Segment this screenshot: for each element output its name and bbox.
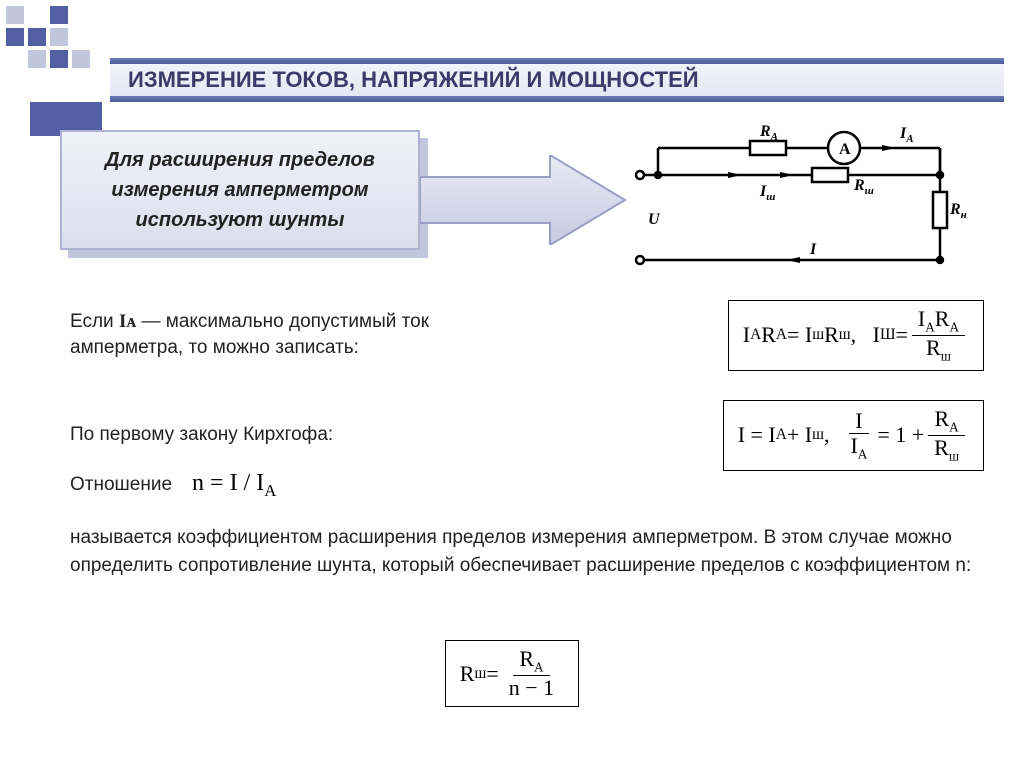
row-2: По первому закону Кирхгофа: I = IA + Iш … — [70, 400, 984, 471]
label-Ish: Iш — [759, 183, 775, 203]
callout-box: Для расширения пределов измерения амперм… — [60, 130, 420, 250]
text-line-2: По первому закону Кирхгофа: — [70, 422, 333, 449]
label-U: U — [648, 211, 661, 228]
title-bar: ИЗМЕРЕНИЕ ТОКОВ, НАПРЯЖЕНИЙ И МОЩНОСТЕЙ — [20, 58, 1004, 102]
ratio-label: Отношение — [70, 474, 172, 496]
equation-3: Rш = RAn − 1 — [445, 640, 579, 707]
ratio-row: Отношение n = I / IA — [70, 470, 984, 501]
text-line-1: Если Iᴀ — максимально допустимый ток амп… — [70, 309, 500, 362]
equation-2: I = IA + Iш , IIA = 1 + RARш — [723, 400, 984, 471]
label-IA: IA — [899, 125, 914, 145]
circuit-diagram: RA A IA Iш Rш Rн U I — [620, 120, 970, 280]
label-Rsh: Rш — [853, 177, 874, 197]
callout-text: Для расширения пределов измерения амперм… — [60, 130, 420, 250]
paragraph: называется коэффициентом расширения пред… — [70, 524, 984, 579]
ratio-formula: n = I / IA — [192, 470, 276, 501]
row-1: Если Iᴀ — максимально допустимый ток амп… — [70, 300, 984, 371]
equation-1: IARA = IшRш , IШ = IARARш — [728, 300, 984, 371]
label-A: A — [839, 141, 851, 158]
slide-title: ИЗМЕРЕНИЕ ТОКОВ, НАПРЯЖЕНИЙ И МОЩНОСТЕЙ — [128, 67, 699, 93]
label-RN: Rн — [949, 201, 967, 221]
final-equation-row: Rш = RAn − 1 — [0, 640, 1024, 707]
label-I: I — [809, 241, 817, 258]
